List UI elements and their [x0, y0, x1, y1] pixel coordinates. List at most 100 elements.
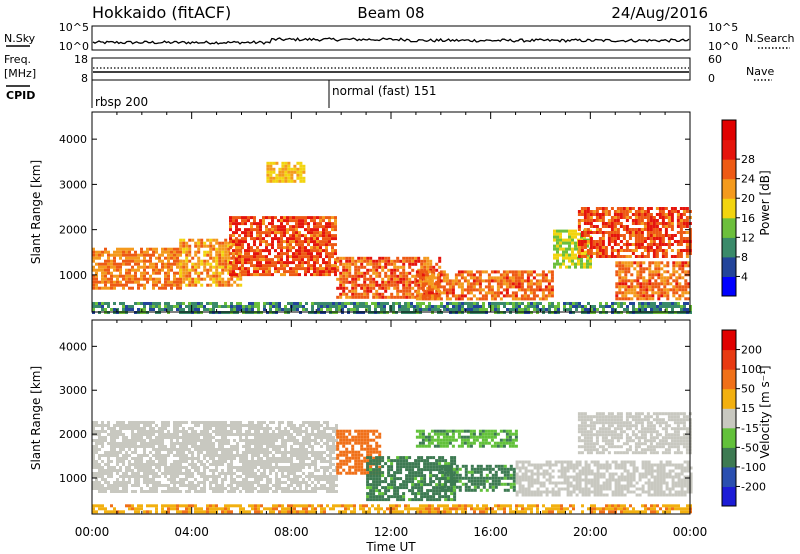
heatmap-cell: [310, 237, 313, 241]
heatmap-cell: [188, 484, 191, 487]
heatmap-cell: [287, 302, 290, 305]
heatmap-cell: [104, 469, 107, 472]
heatmap-cell: [290, 176, 294, 180]
heatmap-cell: [257, 302, 260, 305]
heatmap-cell: [684, 282, 688, 286]
heatmap-cell: [624, 279, 628, 283]
heatmap-cell: [569, 302, 572, 305]
heatmap-cell: [393, 295, 397, 299]
heatmap-cell: [586, 253, 589, 257]
heatmap-cell: [152, 308, 155, 311]
heatmap-cell: [313, 234, 316, 238]
heatmap-cell: [265, 264, 268, 268]
heatmap-cell: [224, 457, 227, 460]
heatmap-cell: [657, 261, 661, 265]
heatmap-cell: [116, 460, 119, 463]
heatmap-cell: [248, 466, 251, 469]
heatmap-cell: [245, 442, 248, 445]
heatmap-cell: [334, 228, 337, 232]
heatmap-cell: [203, 478, 206, 481]
heatmap-cell: [323, 451, 326, 454]
heatmap-cell: [329, 475, 332, 478]
heatmap-cell: [284, 475, 287, 478]
heatmap-cell: [354, 289, 358, 293]
heatmap-cell: [595, 240, 599, 243]
heatmap-cell: [197, 451, 200, 454]
heatmap-cell: [155, 268, 158, 272]
heatmap-cell: [224, 262, 228, 266]
heatmap-cell: [289, 267, 292, 271]
heatmap-cell: [239, 490, 242, 493]
heatmap-cell: [233, 439, 236, 442]
heatmap-cell: [533, 308, 536, 311]
heatmap-cell: [499, 279, 503, 283]
heatmap-cell: [224, 421, 227, 424]
colorbar-swatch: [722, 276, 736, 297]
heatmap-cell: [185, 305, 188, 308]
heatmap-cell: [155, 424, 158, 427]
heatmap-cell: [293, 302, 296, 305]
heatmap-cell: [286, 222, 289, 226]
heatmap-cell: [209, 250, 213, 254]
heatmap-cell: [639, 267, 643, 271]
heatmap-cell: [565, 247, 568, 251]
heatmap-cell: [280, 243, 283, 247]
heatmap-cell: [170, 262, 173, 266]
heatmap-cell: [284, 460, 287, 463]
heatmap-cell: [624, 270, 628, 274]
heatmap-cell: [654, 279, 658, 283]
heatmap-cell: [451, 285, 455, 289]
heatmap-cell: [209, 241, 213, 245]
heatmap-cell: [239, 454, 242, 457]
heatmap-cell: [286, 264, 289, 268]
heatmap-cell: [232, 261, 235, 265]
heatmap-cell: [580, 246, 584, 249]
heatmap-cell: [466, 297, 470, 301]
heatmap-cell: [203, 265, 207, 269]
heatmap-cell: [678, 288, 682, 292]
heatmap-cell: [95, 262, 98, 266]
heatmap-cell: [661, 237, 665, 240]
heatmap-cell: [650, 308, 653, 311]
heatmap-cell: [224, 253, 228, 257]
heatmap-cell: [559, 235, 562, 239]
heatmap-cell: [218, 427, 221, 430]
heatmap-cell: [284, 433, 287, 436]
heatmap-cell: [101, 442, 104, 445]
heatmap-cell: [323, 457, 326, 460]
heatmap-cell: [329, 481, 332, 484]
heatmap-cell: [332, 484, 335, 487]
heatmap-cell: [423, 265, 427, 269]
heatmap-cell: [438, 271, 442, 275]
heatmap-cell: [256, 237, 259, 241]
heatmap-cell: [322, 243, 325, 247]
heatmap-cell: [263, 308, 266, 311]
heatmap-cell: [575, 305, 578, 308]
heatmap-cell: [631, 213, 635, 216]
heatmap-cell: [439, 273, 443, 277]
heatmap-cell: [257, 442, 260, 445]
heatmap-cell: [256, 246, 259, 250]
heatmap-cell: [280, 246, 283, 250]
heatmap-cell: [678, 282, 682, 286]
heatmap-cell: [167, 283, 170, 287]
heatmap-cell: [293, 439, 296, 442]
heatmap-cell: [259, 273, 262, 277]
heatmap-cell: [185, 469, 188, 472]
heatmap-cell: [687, 270, 691, 274]
heatmap-cell: [104, 265, 107, 269]
heatmap-cell: [290, 424, 293, 427]
heatmap-cell: [152, 283, 155, 287]
heatmap-cell: [299, 161, 303, 165]
heatmap-cell: [253, 252, 256, 256]
heatmap-cell: [295, 231, 298, 235]
heatmap-cell: [167, 247, 170, 251]
heatmap-cell: [505, 294, 509, 298]
heatmap-cell: [658, 237, 662, 240]
heatmap-cell: [423, 256, 427, 260]
heatmap-cell: [188, 442, 191, 445]
heatmap-cell: [417, 256, 421, 260]
heatmap-cell: [574, 256, 577, 260]
heatmap-cell: [601, 234, 605, 237]
heatmap-cell: [272, 466, 275, 469]
